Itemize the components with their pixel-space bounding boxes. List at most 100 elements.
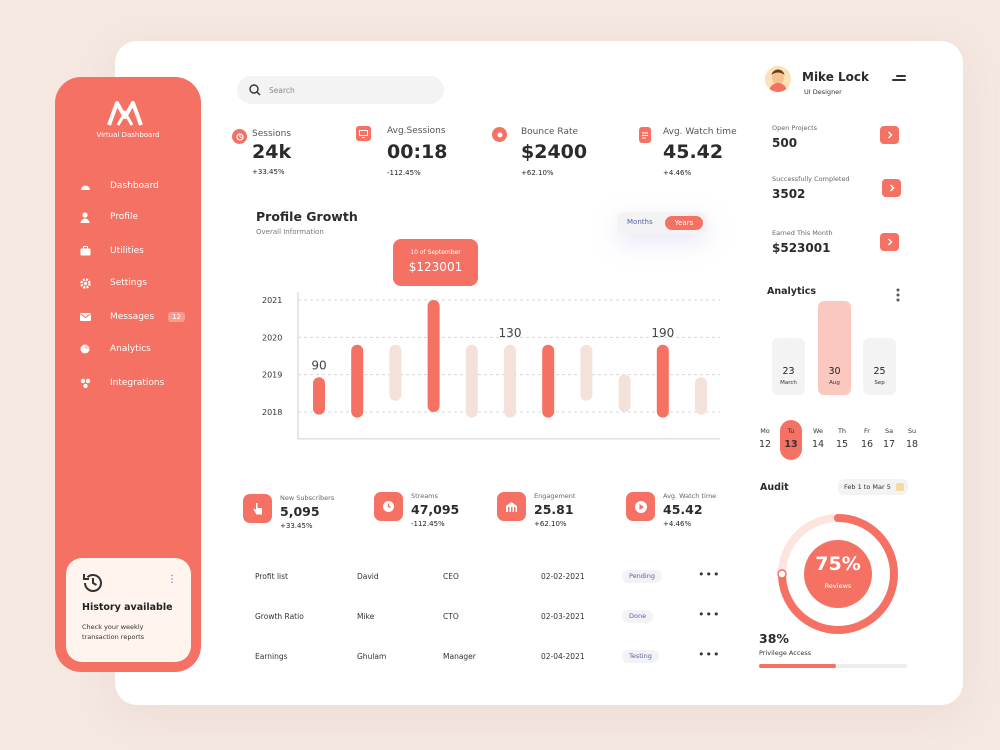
audit-date-range[interactable]: Feb 1 to Mar 5	[838, 479, 908, 495]
search-bar[interactable]	[237, 76, 444, 104]
row-more-icon[interactable]: •••	[698, 648, 721, 661]
avatar[interactable]	[765, 66, 791, 92]
sidebar-item-dashboard[interactable]: Dashboard	[78, 176, 193, 196]
calendar-day-selected[interactable]: Tu 13	[780, 420, 802, 460]
kpi-change: -112.45%	[411, 520, 445, 528]
ring-handle	[777, 569, 787, 579]
sidebar-item-integrations[interactable]: Integrations	[78, 373, 193, 393]
sidebar-item-analytics[interactable]: Analytics	[78, 339, 193, 359]
analytics-value: 23	[782, 366, 795, 377]
chart-bar	[656, 344, 669, 418]
status-badge: Pending	[622, 570, 662, 583]
kpi-label: New Subscribers	[280, 494, 335, 502]
sidebar-item-settings[interactable]: Settings	[78, 273, 193, 293]
y-tick-label: 2020	[262, 333, 282, 342]
toggle-years[interactable]: Years	[665, 216, 703, 230]
stat-label: Sessions	[252, 129, 292, 139]
bar-value-label: 190	[651, 326, 674, 340]
cell-name: Growth Ratio	[255, 612, 304, 621]
search-icon	[249, 84, 261, 96]
tooltip-label: 10 of September	[410, 249, 461, 256]
chart-bar	[351, 344, 364, 418]
pstat-label: Open Projects	[772, 124, 818, 132]
chart-bar	[504, 344, 516, 418]
pstat-label: Successfully Completed	[772, 175, 850, 183]
hamburger-menu-icon[interactable]	[892, 74, 906, 84]
pstat-value: 3502	[772, 187, 806, 201]
chart-bar	[695, 377, 707, 415]
open-projects: Open Projects 500	[772, 124, 902, 164]
day-name: Su	[907, 427, 917, 435]
pstat-label: Earned This Month	[772, 229, 833, 237]
stat-change: -112.45%	[387, 169, 421, 177]
analytics-value: 30	[828, 366, 841, 377]
kpi-label: Engagement	[534, 492, 576, 500]
analytics-column[interactable]: 25 Sep	[863, 338, 896, 395]
history-card[interactable]: ⋮ History available Check your weekly tr…	[66, 558, 191, 662]
monitor-icon	[356, 126, 371, 141]
calendar-day[interactable]: Sa 17	[878, 427, 900, 450]
row-more-icon[interactable]: •••	[698, 608, 721, 621]
kpi-avg-watch-time: Avg. Watch time 45.42 +4.46%	[626, 492, 736, 542]
sidebar-item-messages[interactable]: Messages 12	[78, 307, 193, 327]
earned-arrow-button[interactable]	[880, 233, 899, 251]
day-name: Sa	[884, 427, 894, 435]
kpi-value: 45.42	[663, 502, 703, 517]
calendar-day[interactable]: Fr 16	[856, 427, 878, 450]
analytics-column[interactable]: 23 March	[772, 338, 805, 395]
stat-value: $2400	[521, 141, 588, 163]
profile-role: UI Designer	[804, 88, 842, 96]
more-options-icon[interactable]	[896, 288, 900, 302]
more-options-icon[interactable]: ⋮	[167, 574, 177, 585]
status-badge: Done	[622, 610, 654, 623]
cell-role: CTO	[443, 612, 459, 621]
day-date: 16	[860, 439, 874, 450]
chart-bar	[427, 300, 440, 412]
analytics-month: March	[780, 380, 797, 386]
calendar-icon	[896, 483, 904, 491]
analytics-icon	[78, 342, 92, 356]
toggle-months[interactable]: Months	[627, 218, 653, 226]
day-date: 13	[784, 439, 798, 450]
profile-growth-title: Profile Growth	[256, 209, 358, 224]
analytics-month: Aug	[829, 380, 840, 386]
row-more-icon[interactable]: •••	[698, 568, 721, 581]
messages-count-badge: 12	[168, 312, 185, 322]
analytics-column[interactable]: 30 Aug	[818, 301, 851, 395]
completed-arrow-button[interactable]	[882, 179, 901, 197]
kpi-change: +4.46%	[663, 520, 692, 528]
chart-bar	[618, 374, 631, 412]
play-icon	[626, 492, 655, 521]
stat-change: +62.10%	[521, 169, 554, 177]
search-input[interactable]	[269, 85, 429, 95]
stat-change: +4.46%	[663, 169, 692, 177]
stat-avg-sessions: Avg.Sessions 00:18 -112.45%	[356, 126, 466, 186]
profile-growth-chart: 2021202020192018MonTueWedThuFriSatSunMon…	[262, 292, 720, 440]
stat-label: Bounce Rate	[521, 127, 579, 137]
day-date: 18	[905, 439, 919, 450]
calendar-day[interactable]: Su 18	[901, 427, 923, 450]
kpi-engagement: Engagement 25.81 +62.10%	[497, 492, 607, 542]
chart-bar	[542, 344, 555, 418]
open-projects-arrow-button[interactable]	[880, 126, 899, 144]
reviews-percent: 75%	[815, 553, 861, 575]
hand-pointer-icon	[243, 494, 272, 523]
history-icon	[83, 574, 102, 592]
reviews-label: Reviews	[824, 582, 852, 590]
clock-icon	[374, 492, 403, 521]
cell-name: Profit list	[255, 572, 288, 581]
ring-progress	[778, 514, 898, 634]
cell-date: 02-02-2021	[541, 572, 585, 581]
calendar-day[interactable]: We 14	[807, 427, 829, 450]
calendar-day[interactable]: Th 15	[831, 427, 853, 450]
calendar-day[interactable]: Mo 12	[754, 427, 776, 450]
y-tick-label: 2019	[262, 371, 282, 380]
stat-bounce-rate: Bounce Rate $2400 +62.10%	[492, 127, 602, 187]
analytics-value: 25	[873, 366, 886, 377]
cell-person: Mike	[357, 612, 375, 621]
sidebar-item-profile[interactable]: Profile	[78, 207, 193, 227]
tooltip-value: $123001	[408, 260, 463, 274]
stat-value: 24k	[252, 141, 292, 163]
sidebar-item-label: Messages	[110, 312, 155, 322]
sidebar-item-utilities[interactable]: Utilities	[78, 241, 193, 261]
